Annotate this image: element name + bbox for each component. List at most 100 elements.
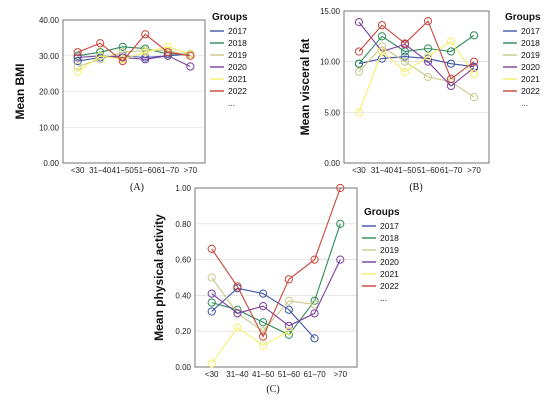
data-point [377,21,387,30]
plot-frame [62,19,206,164]
data-point [233,323,242,332]
series-2021 [207,323,293,368]
data-point [233,309,242,318]
x-tick-label: <30 [71,166,85,175]
y-tick-label: 15.00 [320,7,341,16]
series-2020 [207,255,345,330]
legend-ellipsis: ... [228,98,235,108]
data-point [446,47,456,56]
data-point [400,39,410,48]
data-point [163,42,172,51]
data-point [73,62,82,71]
data-point [259,289,268,298]
series-2022 [207,183,345,341]
plot-frame [343,10,490,164]
data-point [400,67,410,76]
legend: Groups 2017 2018 2019 2020 2021 2022... [362,207,400,303]
series-line [358,40,475,113]
chart-panel-2: 0.00 5.00 10.00 15.00 <30 31–40 41–50 51–60 61–7… [298,7,541,193]
data-point [163,48,172,57]
x-tick-label: 31–40 [89,166,112,175]
y-tick-label: 0.00 [43,159,59,168]
data-point [354,108,364,117]
y-tick-label: 1.00 [175,184,191,193]
data-point [377,32,387,41]
x-tick-label: 61–70 [303,370,326,379]
legend-title: Groups [364,207,400,218]
data-point [141,30,150,39]
data-point [469,93,479,102]
legend-label: 2018 [521,38,540,48]
data-point [207,298,216,307]
legend-label: 2019 [228,50,247,60]
data-point [469,57,479,66]
data-point [141,48,150,57]
x-tick-label: 51–60 [417,166,440,175]
series-2021 [354,37,479,117]
data-point [186,62,195,71]
data-point [354,67,364,76]
data-point [446,74,456,83]
series-line [211,187,341,338]
data-point [118,57,127,66]
legend-ellipsis: ... [521,98,528,108]
legend-label: 2021 [380,269,399,279]
panel-label: (C) [266,384,279,395]
chart-panel-1: 0.00 10.00 20.00 30.00 40.00 <30 31–40 41–50 51–… [13,12,248,193]
data-point [284,275,293,284]
data-point [423,17,433,26]
data-point [423,57,433,66]
x-tick-label: 41–50 [394,166,417,175]
data-point [259,341,268,350]
legend-label: 2018 [228,38,247,48]
x-tick-label: 51–60 [134,166,157,175]
data-point [259,332,268,341]
legend-label: 2020 [380,257,399,267]
legend-label: 2019 [521,50,540,60]
data-point [310,300,319,309]
data-point [400,52,410,61]
series-2019 [354,42,479,102]
x-tick-label: 41–50 [112,166,135,175]
data-point [207,289,216,298]
x-tick-label: >70 [184,166,198,175]
series-line [358,21,475,87]
data-point [310,309,319,318]
y-tick-label: 5.00 [324,108,340,117]
y-tick-label: 20.00 [39,88,60,97]
y-tick-label: 0.20 [175,327,191,336]
data-point [118,42,127,51]
x-tick-label: 41–50 [252,370,275,379]
data-point [336,183,345,193]
legend-label: 2022 [380,281,399,291]
y-axis-label: Mean BMI [13,63,27,119]
legend-ellipsis: ... [380,293,387,303]
legend: Groups 2017 2018 2019 2020 2021 2022... [210,12,248,108]
legend-label: 2018 [380,233,399,243]
series-line [211,277,315,332]
series-2020 [354,18,479,91]
data-point [73,53,82,62]
data-point [284,327,293,336]
y-tick-label: 10.00 [320,58,341,67]
data-point [469,69,479,78]
plot-frame [194,187,358,368]
data-point [207,244,216,253]
x-tick-label: 31–40 [226,370,249,379]
data-point [259,318,268,327]
legend-label: 2017 [380,221,399,231]
data-point [284,321,293,330]
data-point [354,47,364,56]
data-point [186,51,195,60]
y-axis-label: Mean physical activity [152,214,166,341]
y-tick-label: 0.40 [175,291,191,300]
series-2018 [207,219,345,339]
x-tick-label: 31–40 [371,166,394,175]
legend-label: 2017 [228,26,247,36]
series-2022 [73,30,195,66]
legend-title: Groups [505,12,541,23]
data-point [423,72,433,81]
y-tick-label: 40.00 [39,16,60,25]
legend-label: 2020 [228,62,247,72]
